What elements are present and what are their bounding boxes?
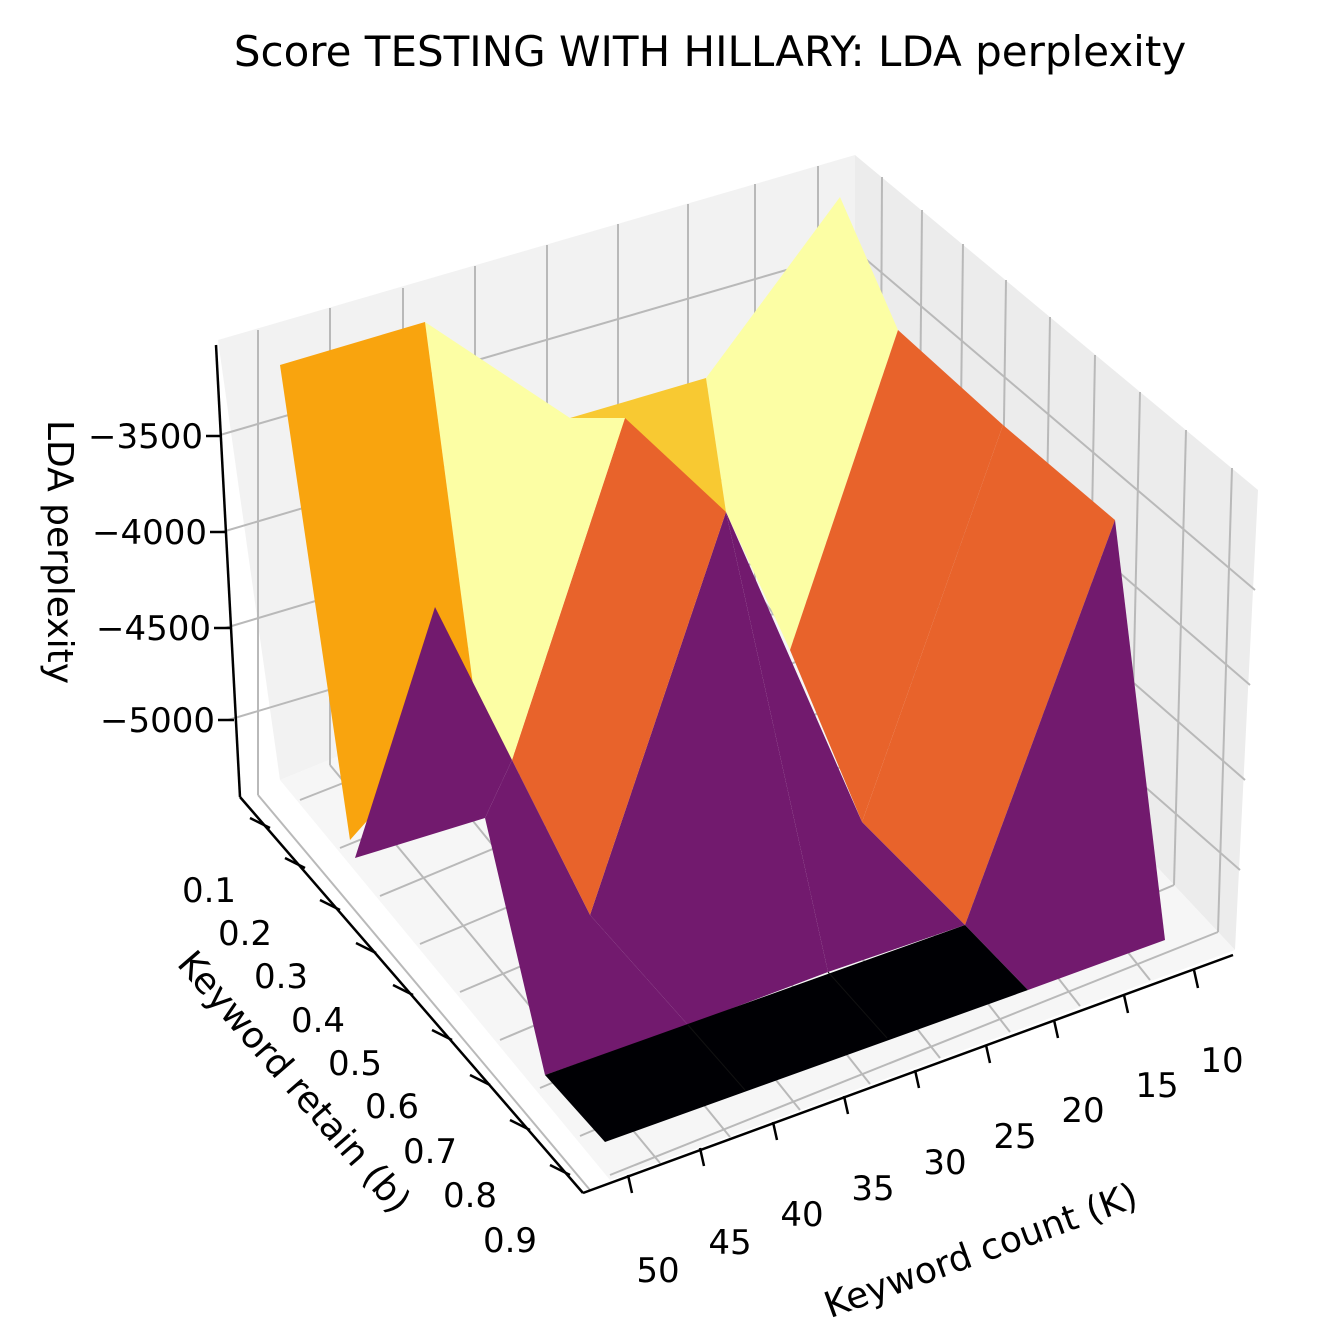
grid-line [1217, 467, 1233, 933]
grid-line [609, 931, 1219, 1176]
y-tick [392, 983, 414, 997]
x-tick [842, 1095, 850, 1115]
y-tick-label: 0.9 [483, 1221, 537, 1261]
z-tick-labels: −3500 −4000 −4500 −5000 [88, 417, 215, 741]
surface-facet [965, 520, 1165, 990]
grid-line [257, 794, 591, 1191]
x-tick-label: 20 [1061, 1091, 1104, 1131]
y-tick [284, 856, 306, 870]
grid-line [854, 249, 1256, 591]
y-tick-label: 0.1 [182, 871, 236, 911]
y-tick [469, 1073, 491, 1087]
surface-facet [425, 322, 625, 760]
y-tick [249, 816, 271, 830]
x-tick [1122, 994, 1130, 1014]
y-tick-labels: 0.1 0.2 0.3 0.4 0.5 0.6 0.7 0.8 0.9 [182, 871, 537, 1261]
z-axis-line [214, 344, 242, 798]
x-tick-label: 35 [851, 1169, 894, 1209]
y-tick [431, 1028, 453, 1042]
y-tick-label: 0.4 [291, 1001, 345, 1041]
y-tick-label: 0.7 [403, 1132, 457, 1172]
y-tick-label: 0.5 [328, 1044, 382, 1084]
surface-facet [590, 512, 828, 1025]
y-tick [549, 1163, 571, 1177]
z-axis-label: LDA perplexity [39, 420, 80, 684]
y-tick-label: 0.8 [443, 1176, 497, 1216]
surface-facet [726, 512, 965, 972]
surface-seam [687, 1024, 746, 1091]
x-tick-label: 10 [1200, 1041, 1243, 1081]
x-tick [1052, 1019, 1060, 1039]
chart-title: Score TESTING WITH HILLARY: LDA perplexi… [234, 27, 1186, 76]
surface-facet [355, 607, 512, 858]
y-tick-label: 0.3 [254, 957, 308, 997]
y-tick [509, 1118, 531, 1132]
x-tick [984, 1044, 992, 1064]
surface-facet [512, 418, 726, 915]
x-tick-labels: 10 15 20 25 30 35 40 45 50 [636, 1041, 1243, 1291]
x-tick-label: 50 [636, 1251, 679, 1291]
x-tick-label: 40 [780, 1195, 823, 1235]
y-tick-label: 0.2 [218, 914, 272, 954]
x-tick [698, 1147, 706, 1167]
x-tick [626, 1174, 634, 1194]
surface-facet [706, 197, 898, 650]
x-tick [771, 1121, 779, 1141]
tick-marks [206, 434, 1200, 1194]
surface [280, 197, 1165, 1142]
x-axis-line [582, 953, 1234, 1195]
grid-line [1173, 429, 1187, 886]
x-tick-label: 45 [708, 1223, 751, 1263]
y-tick-label: 0.6 [365, 1087, 419, 1127]
surface-facet [545, 925, 1028, 1142]
z-tick-label: −4000 [92, 513, 207, 553]
y-tick [319, 898, 341, 912]
surface-facet [790, 330, 1003, 822]
z-tick-label: −4500 [96, 609, 211, 649]
x-tick-label: 15 [1135, 1066, 1178, 1106]
x-tick-label: 30 [923, 1143, 966, 1183]
z-tick-label: −5000 [100, 701, 215, 741]
x-tick [1192, 969, 1200, 989]
surface-facet [862, 425, 1115, 925]
y-tick [355, 941, 377, 955]
x-tick [913, 1069, 921, 1089]
surface-facet [485, 760, 688, 1075]
z-tick-label: −3500 [88, 417, 203, 457]
x-tick-label: 25 [993, 1117, 1036, 1157]
surface-seam [827, 971, 888, 1039]
